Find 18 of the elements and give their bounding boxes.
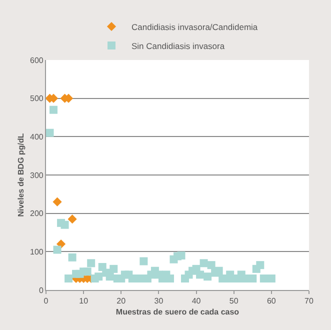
y-tick-label: 600: [30, 56, 44, 65]
x-tick-label: 10: [79, 296, 89, 306]
x-axis-title: Muestras de suero de cada caso: [116, 308, 240, 317]
y-tick-label: 300: [30, 170, 44, 180]
y-tick-label: 400: [30, 132, 44, 142]
x-tick-label: 20: [116, 296, 126, 306]
y-tick-label: 0: [38, 286, 44, 295]
y-tick-label: 500: [30, 94, 44, 104]
y-tick-label: 100: [30, 247, 44, 256]
y-tick-label: 200: [30, 209, 44, 218]
y-axis-title: Niveles de BDG pg/dL: [16, 133, 26, 217]
x-tick-label: 40: [192, 296, 202, 306]
legend-label: Candidiasis invasora/Candidemia: [132, 22, 258, 32]
x-tick-label: 30: [154, 296, 164, 306]
x-tick-label: 50: [229, 296, 239, 306]
legend-label: Sin Candidiasis invasora: [132, 40, 225, 51]
x-tick-label: 70: [304, 296, 314, 306]
x-tick-label: 60: [266, 296, 276, 306]
